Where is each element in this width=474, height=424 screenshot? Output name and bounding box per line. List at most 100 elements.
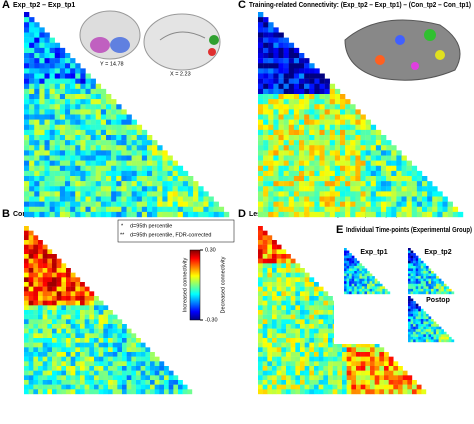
heatmap-cell xyxy=(136,135,143,141)
heatmap-cell xyxy=(355,206,361,213)
heatmap-cell xyxy=(356,268,360,272)
heatmap-cell xyxy=(90,104,96,110)
heatmap-cell xyxy=(425,288,429,292)
heatmap-cell xyxy=(39,104,45,110)
heatmap-cell xyxy=(354,283,357,287)
heatmap-cell xyxy=(299,150,305,156)
heatmap-cell xyxy=(52,310,57,315)
heatmap-cell xyxy=(334,119,341,125)
heatmap-cell xyxy=(268,88,274,95)
heatmap-cell xyxy=(59,53,66,59)
heatmap-cell xyxy=(288,176,295,182)
heatmap-cell xyxy=(370,186,377,192)
heatmap-cell xyxy=(85,129,91,136)
heatmap-cell xyxy=(66,272,71,278)
heatmap-cell xyxy=(309,361,315,367)
heatmap-cell xyxy=(278,211,284,218)
heatmap-cell xyxy=(90,135,96,141)
heatmap-cell xyxy=(416,181,423,187)
heatmap-cell xyxy=(39,211,45,218)
heatmap-cell xyxy=(286,254,291,259)
heatmap-cell xyxy=(286,366,291,371)
heatmap-cell xyxy=(304,191,310,197)
heatmap-cell xyxy=(304,366,310,371)
heatmap-cell xyxy=(44,155,50,161)
heatmap-cell xyxy=(85,104,91,110)
heatmap-cell xyxy=(147,140,153,146)
heatmap-cell xyxy=(39,47,45,54)
heatmap-cell xyxy=(136,370,141,376)
heatmap-cell xyxy=(332,352,338,357)
heatmap-cell xyxy=(56,314,62,320)
heatmap-cell xyxy=(355,129,361,136)
heatmap-cell xyxy=(28,370,34,376)
heatmap-cell xyxy=(355,170,361,177)
heatmap-cell xyxy=(319,170,325,177)
heatmap-cell xyxy=(268,68,274,74)
heatmap-cell xyxy=(268,160,274,166)
heatmap-cell xyxy=(39,145,45,151)
heatmap-cell xyxy=(131,176,137,182)
heatmap-cell xyxy=(52,375,57,381)
heatmap-cell xyxy=(112,314,118,320)
heatmap-cell xyxy=(420,273,424,277)
heatmap-cell xyxy=(61,277,67,283)
heatmap-cell xyxy=(218,211,225,218)
heatmap-cell xyxy=(323,333,329,339)
heatmap-cell xyxy=(80,150,86,156)
heatmap-cell xyxy=(293,165,300,172)
heatmap-cell xyxy=(122,384,127,390)
heatmap-cell xyxy=(323,375,329,381)
heatmap-cell xyxy=(152,170,158,177)
heatmap-cell xyxy=(29,119,35,125)
heatmap-cell xyxy=(121,124,127,131)
heatmap-cell xyxy=(111,186,117,192)
heatmap-cell xyxy=(65,104,71,110)
heatmap-cell xyxy=(425,271,429,274)
heatmap-cell xyxy=(408,311,411,315)
heatmap-cell xyxy=(80,165,86,172)
heatmap-cell xyxy=(131,160,137,166)
heatmap-cell xyxy=(66,310,71,315)
heatmap-cell xyxy=(54,191,61,197)
heatmap-cell xyxy=(84,384,90,390)
heatmap-cell xyxy=(154,361,160,367)
heatmap-cell xyxy=(334,124,341,131)
heatmap-cell xyxy=(304,342,310,348)
heatmap-cell xyxy=(346,283,350,287)
heatmap-cell xyxy=(54,47,61,54)
heatmap-cell xyxy=(276,366,282,371)
heatmap-cell xyxy=(407,380,413,385)
heatmap-cell xyxy=(272,347,277,353)
heatmap-cell xyxy=(70,78,76,84)
heatmap-cell xyxy=(147,176,153,182)
heatmap-cell xyxy=(187,389,193,395)
heatmap-cell xyxy=(370,176,377,182)
heatmap-cell xyxy=(126,181,132,187)
heatmap-cell xyxy=(70,272,76,278)
heatmap-cell xyxy=(42,352,48,357)
heatmap-cell xyxy=(157,211,163,218)
heatmap-cell xyxy=(422,191,428,197)
heatmap-cell xyxy=(304,140,310,146)
heatmap-cell xyxy=(56,347,62,353)
heatmap-cell xyxy=(334,170,341,177)
heatmap-cell xyxy=(28,268,34,273)
heatmap-cell xyxy=(299,135,305,141)
heatmap-cell xyxy=(188,181,194,187)
heatmap-cell xyxy=(44,58,50,64)
heatmap-cell xyxy=(263,124,269,131)
heatmap-cell xyxy=(382,291,386,295)
heatmap-cell xyxy=(24,375,29,381)
heatmap-cell xyxy=(324,119,330,125)
heatmap-cell xyxy=(427,206,433,213)
heatmap-cell xyxy=(24,384,29,390)
heatmap-cell xyxy=(38,347,43,353)
heatmap-cell xyxy=(47,324,53,329)
heatmap-cell xyxy=(309,104,315,110)
heatmap-cell xyxy=(258,291,263,297)
heatmap-cell xyxy=(70,181,76,187)
heatmap-cell xyxy=(299,145,305,151)
heatmap-cell xyxy=(381,155,387,161)
heatmap-cell xyxy=(80,305,85,311)
